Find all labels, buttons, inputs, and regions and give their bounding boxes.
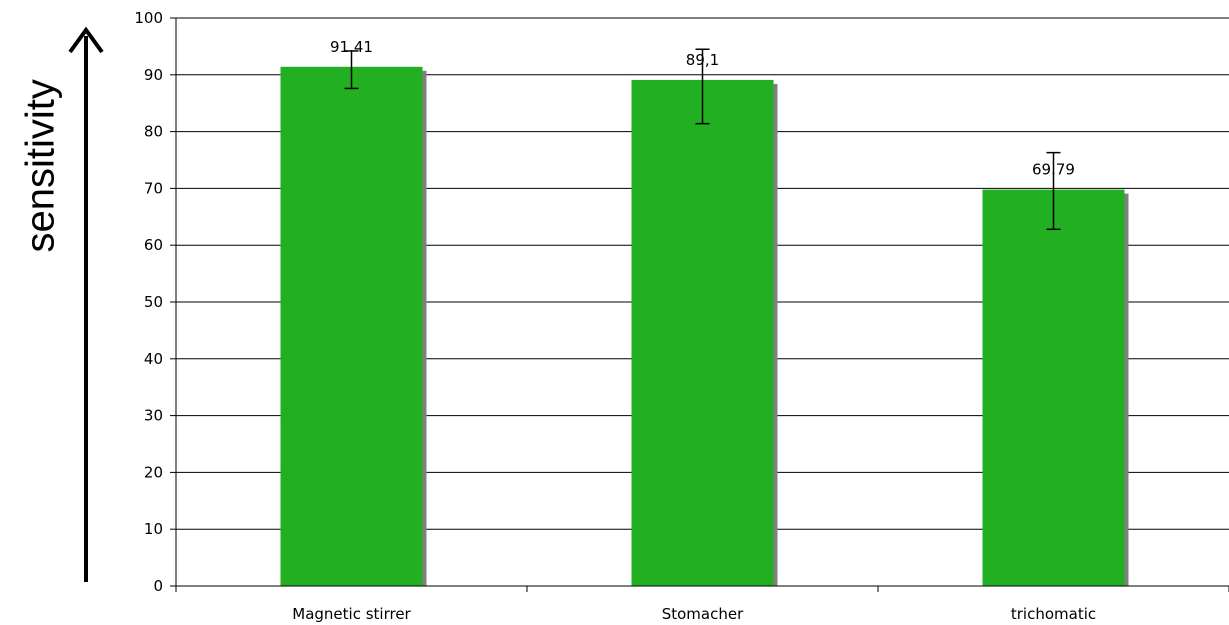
y-tick-label: 70 xyxy=(144,179,163,197)
y-tick-label: 20 xyxy=(144,463,163,481)
bar xyxy=(982,189,1125,586)
category-label: trichomatic xyxy=(1011,605,1096,623)
y-tick-label: 30 xyxy=(144,407,163,425)
y-axis-ticks: 0 10 20 30 40 50 60 70 80 90 100 xyxy=(134,9,176,595)
category-label: Magnetic stirrer xyxy=(292,605,411,623)
data-labels: 91.41 89,1 69.79 xyxy=(330,38,1075,179)
y-tick-label: 60 xyxy=(144,236,163,254)
bars xyxy=(280,66,1129,587)
y-tick-label: 50 xyxy=(144,293,163,311)
y-tick-label: 100 xyxy=(134,9,163,27)
bar xyxy=(280,66,423,586)
error-bars xyxy=(344,48,1061,231)
y-tick-label: 90 xyxy=(144,66,163,84)
y-tick-label: 10 xyxy=(144,520,163,538)
bar xyxy=(631,79,774,587)
data-label: 89,1 xyxy=(686,51,719,69)
data-label: 69.79 xyxy=(1032,161,1075,179)
y-tick-label: 0 xyxy=(153,577,163,595)
y-tick-label: 40 xyxy=(144,350,163,368)
axes xyxy=(175,18,1229,592)
category-label: Stomacher xyxy=(662,605,744,623)
y-axis-arrow xyxy=(68,26,104,582)
data-label: 91.41 xyxy=(330,38,373,56)
category-labels: Magnetic stirrer Stomacher trichomatic xyxy=(292,605,1096,623)
y-tick-label: 80 xyxy=(144,123,163,141)
